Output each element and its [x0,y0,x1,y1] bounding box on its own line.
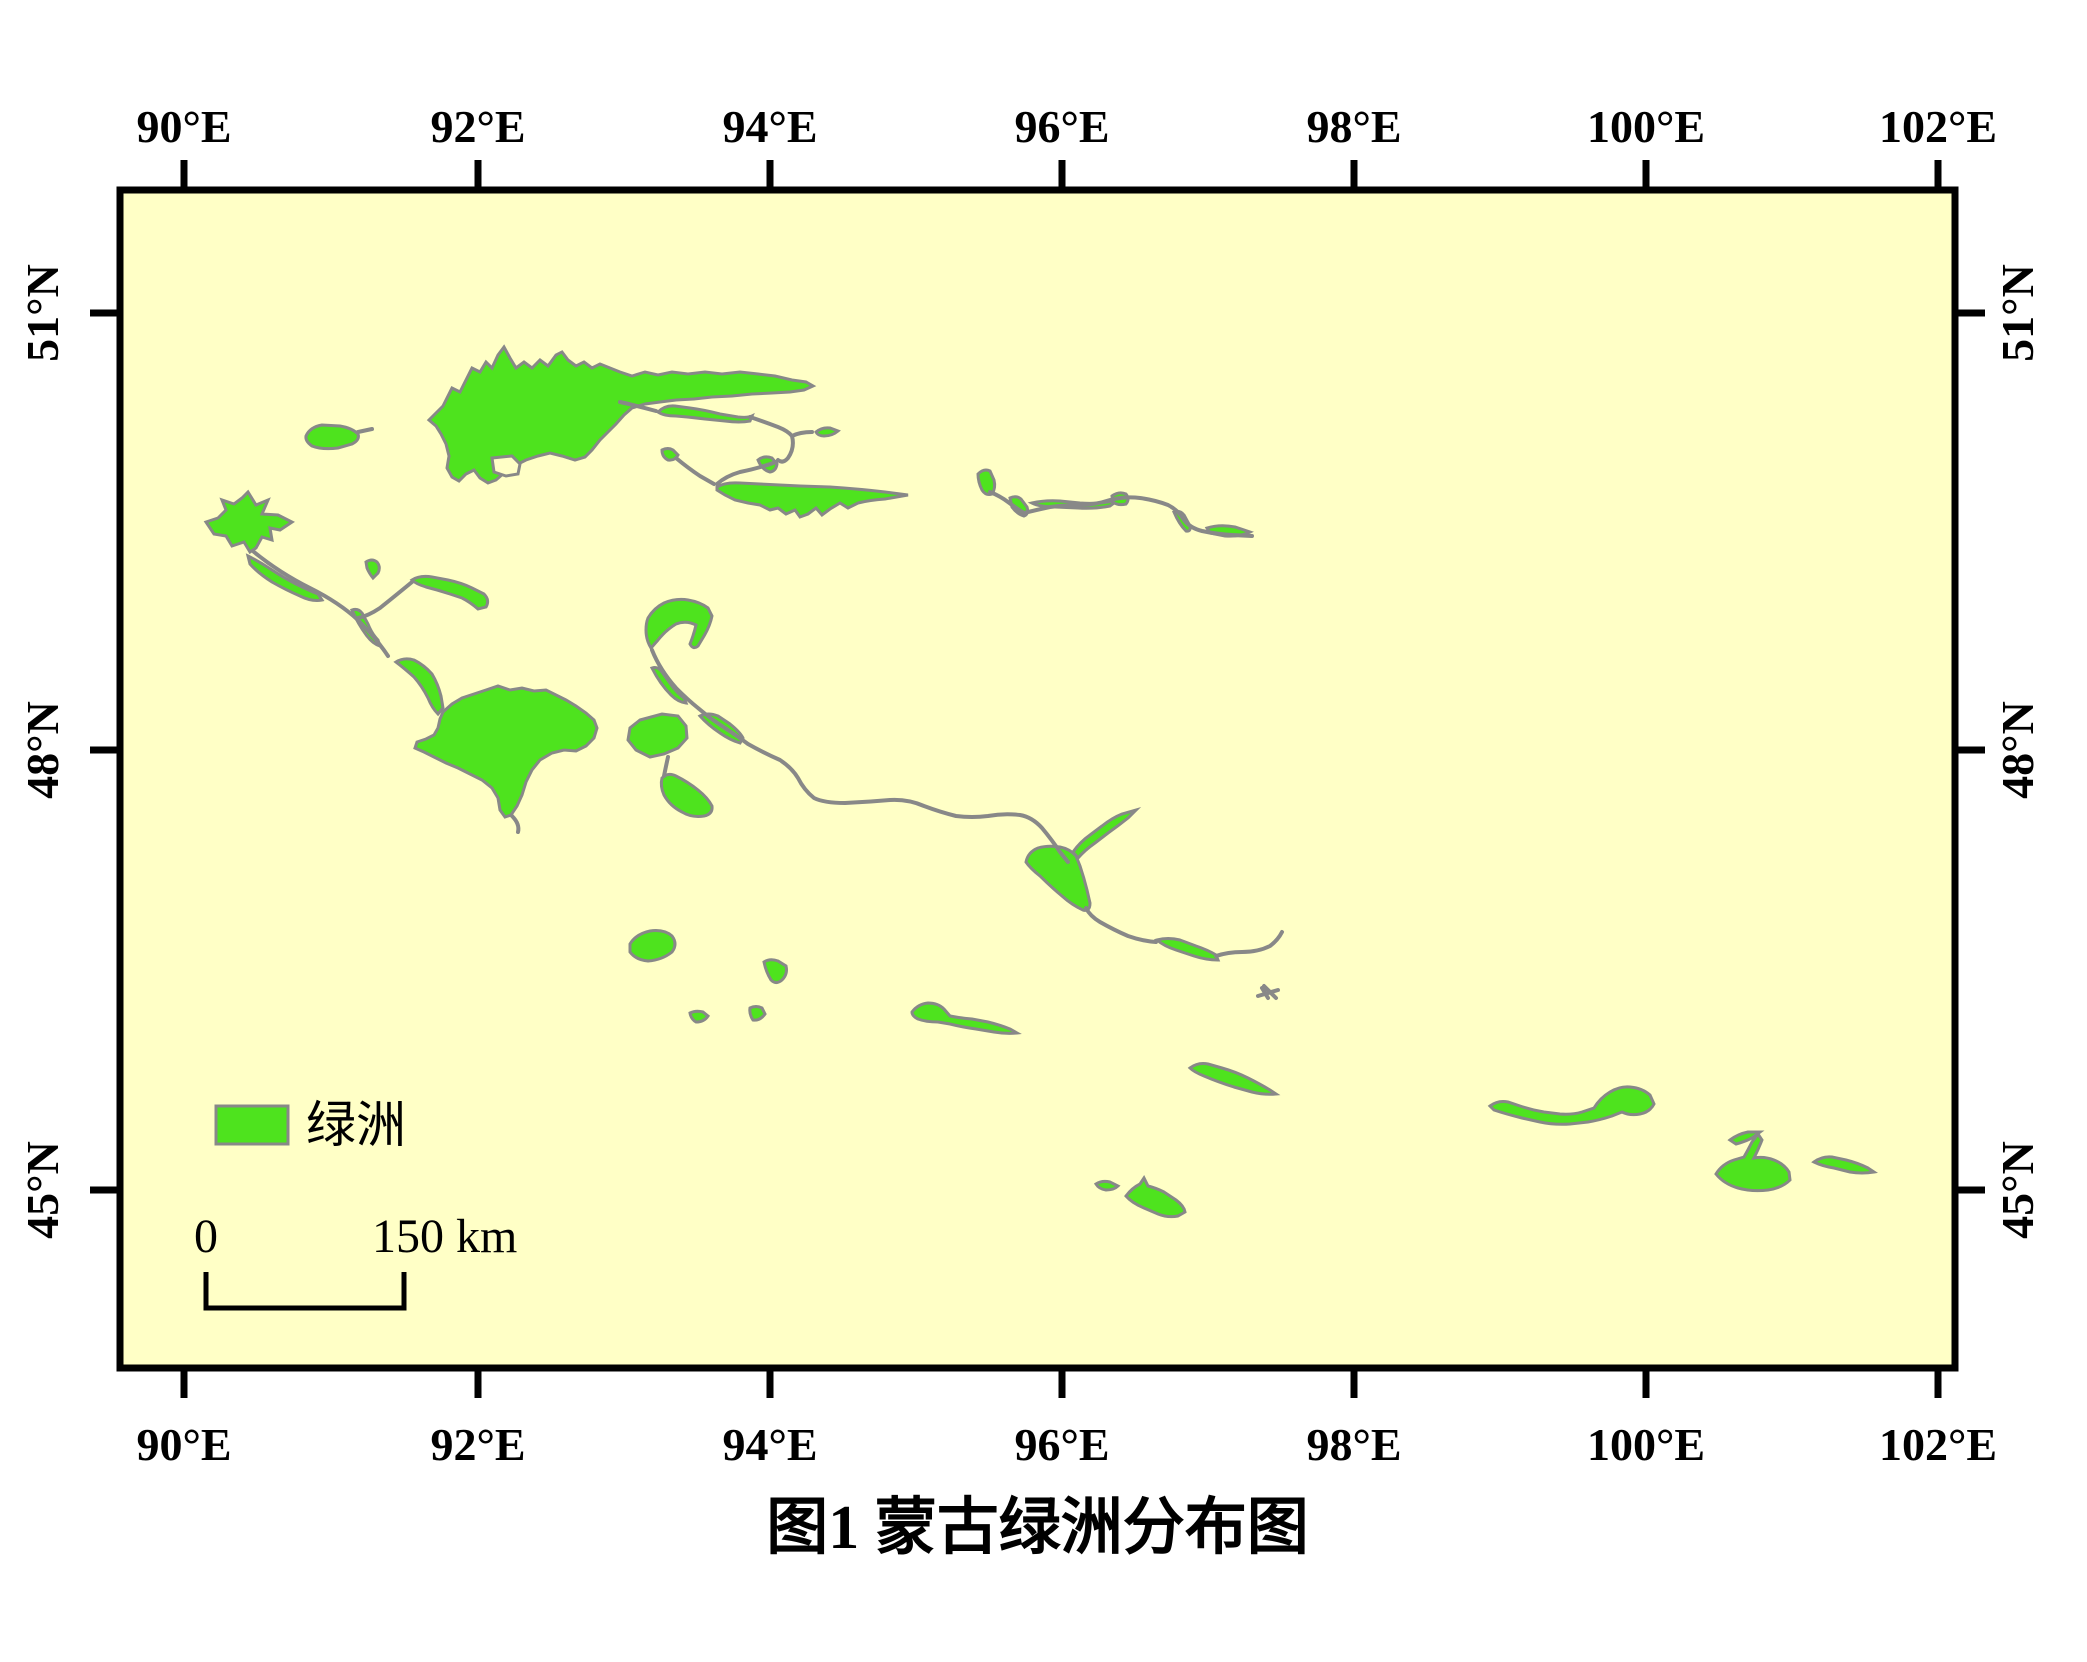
river-layer [252,400,1284,1000]
oasis-elong-908 [910,1001,1022,1035]
x-axis-label-top: 94°E [722,101,817,152]
oasis-point-1812 [1811,1155,1878,1175]
oasis-arrow-763 [762,958,788,984]
oasis-tiny-688 [688,1009,711,1024]
river-line-4 [618,400,658,413]
legend-oasis-swatch [214,1104,290,1146]
oasis-patch-818 [814,426,841,438]
river-line-1 [356,427,374,434]
scale-bar-zero: 0 [194,1210,218,1263]
oasis-tiny-748 [748,1005,767,1022]
x-axis-label-top: 100°E [1587,101,1705,152]
x-axis-label-top: 92°E [430,101,525,152]
y-axis-label-left: 45°N [17,1141,68,1239]
y-axis-label-right: 51°N [1992,264,2043,362]
oasis-elong-410 [409,574,490,611]
oasis-big-teardrop [1024,844,1092,912]
x-axis-label-top: 96°E [1014,101,1109,152]
oasis-long-oasis [715,481,909,519]
river-line-7 [988,490,1254,538]
figure-title: 图1 蒙古绿洲分布图 [766,1493,1309,1562]
x-axis-label-bottom: 96°E [1014,1419,1109,1470]
x-axis-label-top: 98°E [1306,101,1401,152]
river-line-3 [674,415,814,486]
river-line-8 [1256,984,1280,1000]
y-axis-label-right: 48°N [1992,701,2043,799]
oasis-whale-tail-sliver [1727,1130,1765,1146]
oasis-star-patch [203,489,295,555]
axis-label-layer: 90°E 90°E 92°E 92°E 94°E 94°E 96°E 96°E 98°E 98°E… [17,101,2043,1470]
oasis-crescent-sliver [245,553,325,602]
x-axis-label-top: 102°E [1879,101,1997,152]
oasis-whale-patch [1714,1131,1792,1193]
scale-bar: 0 150 km [194,1210,517,1311]
oasis-wavy-1488 [1487,1085,1656,1126]
legend: 绿洲 [214,1097,406,1153]
oasis-quad-patch [626,712,689,759]
oasis-main-blob-hole [490,454,522,478]
map-frame [116,186,1959,1372]
oasis-curl-365 [364,558,381,581]
y-axis-label-right: 45°N [1992,1141,2043,1239]
x-axis-label-top: 90°E [136,101,231,152]
oasis-elong-1188 [1187,1062,1281,1096]
oasis-main-blob [426,344,817,485]
river-line-0 [252,550,390,658]
oasis-arm-teardrop [393,657,445,717]
x-axis-label-bottom: 92°E [430,1419,525,1470]
x-axis-label-bottom: 100°E [1587,1419,1705,1470]
oasis-bird-sliver [1093,1179,1121,1192]
scale-bar-bracket [203,1272,407,1311]
oasis-blob2 [413,684,599,819]
x-axis-label-bottom: 98°E [1306,1419,1401,1470]
x-axis-label-bottom: 90°E [136,1419,231,1470]
scale-bar-max: 150 km [372,1210,517,1263]
oasis-oval-628 [628,929,677,963]
river-line-2 [356,580,414,620]
oasis-patch-91e [304,423,360,451]
x-axis-label-bottom: 102°E [1879,1419,1997,1470]
oasis-teardrop-arm [1071,806,1142,861]
y-axis-label-left: 48°N [17,701,68,799]
oasis-hook-boomerang [644,597,714,651]
oasis-teardrop-662 [659,772,714,818]
oasis-bird-patch [1124,1175,1187,1219]
x-axis-label-bottom: 94°E [722,1419,817,1470]
river-line-5 [510,814,521,834]
y-axis-label-left: 51°N [17,264,68,362]
river-line-6 [650,648,1284,958]
tick-layer [90,160,1985,1398]
legend-oasis-label: 绿洲 [306,1097,406,1153]
